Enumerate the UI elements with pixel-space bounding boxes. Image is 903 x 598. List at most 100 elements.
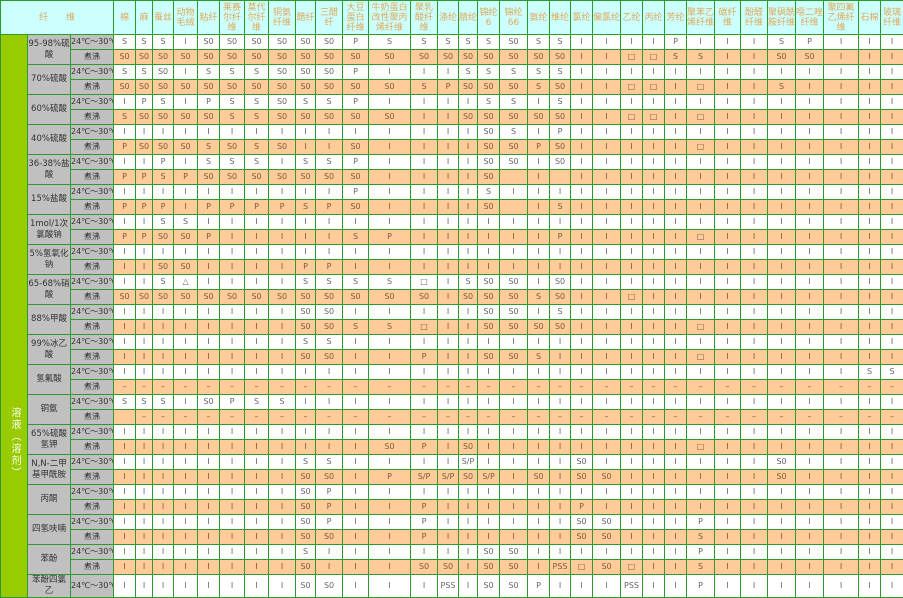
solubility-cell: S0 (500, 35, 528, 50)
solubility-cell: – (621, 380, 643, 395)
solubility-cell: I (621, 260, 643, 275)
solubility-cell: I (881, 335, 903, 350)
solubility-cell: I (824, 230, 859, 245)
solubility-cell: I (643, 500, 665, 515)
solubility-cell: I (715, 440, 741, 455)
solubility-cell: I (136, 560, 153, 575)
solubility-cell: I (859, 515, 881, 530)
condition-label: 24℃～30℃ (71, 245, 114, 260)
solubility-cell: I (593, 365, 621, 380)
solubility-cell: I (824, 95, 859, 110)
column-header: 棉 (114, 1, 136, 35)
solubility-cell: S0 (478, 200, 500, 215)
solubility-cell: I (411, 485, 438, 500)
solubility-cell: S0 (296, 530, 316, 545)
solubility-cell: I (881, 260, 903, 275)
solubility-cell: I (343, 545, 369, 560)
solubility-cell: S0 (296, 500, 316, 515)
solubility-cell: S0 (316, 305, 343, 320)
solubility-cell: I (687, 500, 715, 515)
solubility-cell: I (296, 395, 316, 410)
solubility-cell: I (859, 260, 881, 275)
solubility-cell: S0 (478, 560, 500, 575)
solubility-cell: I (571, 80, 593, 95)
solubility-cell: I (296, 125, 316, 140)
solubility-cell: I (174, 530, 198, 545)
solubility-cell: S0 (478, 125, 500, 140)
solubility-cell: I (269, 320, 296, 335)
solubility-cell: I (881, 530, 903, 545)
solubility-cell: I (500, 515, 528, 530)
solubility-cell: I (593, 95, 621, 110)
solubility-cell: I (824, 260, 859, 275)
solubility-cell: I (621, 455, 643, 470)
solubility-cell: I (593, 320, 621, 335)
solubility-cell: I (114, 155, 136, 170)
solubility-cell: P (796, 35, 824, 50)
solubility-cell: I (198, 455, 220, 470)
solubility-cell: I (245, 425, 269, 440)
solubility-cell: I (296, 245, 316, 260)
solubility-cell: P (528, 140, 550, 155)
solubility-cell: I (768, 260, 796, 275)
solubility-cell: I (665, 95, 687, 110)
solubility-cell: I (153, 530, 174, 545)
solubility-cell: I (269, 305, 296, 320)
solubility-cell: S0 (500, 350, 528, 365)
solubility-cell: I (571, 95, 593, 110)
solubility-cell: I (796, 320, 824, 335)
solubility-cell: I (411, 140, 438, 155)
solubility-cell: I (438, 125, 459, 140)
solubility-cell: I (369, 395, 411, 410)
solubility-cell: I (174, 125, 198, 140)
solubility-cell: S0 (478, 290, 500, 305)
solubility-cell: S0 (343, 200, 369, 215)
solubility-cell: S0 (296, 560, 316, 575)
solubility-cell: – (245, 410, 269, 425)
solubility-cell: I (550, 455, 571, 470)
solubility-cell: I (198, 320, 220, 335)
solubility-cell: □ (643, 50, 665, 65)
solubility-cell: I (621, 440, 643, 455)
solubility-cell: I (621, 230, 643, 245)
condition-label: 24℃～30℃ (71, 365, 114, 380)
solubility-cell: S0 (153, 80, 174, 95)
solubility-cell: P (114, 200, 136, 215)
solubility-cell: I (136, 530, 153, 545)
solubility-cell: I (715, 185, 741, 200)
solubility-cell: I (369, 560, 411, 575)
solubility-cell: I (621, 545, 643, 560)
solubility-cell: I (824, 515, 859, 530)
solubility-cell: I (715, 230, 741, 245)
solubility-cell: I (665, 575, 687, 598)
solubility-cell: I (478, 530, 500, 545)
solubility-cell: I (245, 350, 269, 365)
solubility-cell: I (768, 440, 796, 455)
solubility-cell: S (459, 275, 478, 290)
solubility-cell: P (550, 125, 571, 140)
solubility-cell: I (438, 200, 459, 215)
solubility-cell: I (796, 500, 824, 515)
solubility-cell: I (881, 65, 903, 80)
solubility-cell: I (621, 485, 643, 500)
solubility-cell: I (824, 530, 859, 545)
solubility-cell: I (824, 350, 859, 365)
solubility-cell: I (438, 110, 459, 125)
solubility-cell: I (687, 155, 715, 170)
solubility-cell: I (859, 290, 881, 305)
solubility-cell: I (881, 320, 903, 335)
condition-label: 24℃～30℃ (71, 65, 114, 80)
solubility-cell: – (316, 380, 343, 395)
solubility-cell: S0 (198, 80, 220, 95)
solubility-cell: □ (621, 290, 643, 305)
solubility-cell: I (198, 125, 220, 140)
solubility-cell: I (643, 245, 665, 260)
solubility-cell: I (665, 320, 687, 335)
solubility-cell: I (369, 140, 411, 155)
solubility-cell: S (478, 185, 500, 200)
solubility-cell: I (824, 215, 859, 230)
solubility-cell: I (824, 320, 859, 335)
solubility-cell: – (174, 380, 198, 395)
solubility-cell: PSS (550, 560, 571, 575)
